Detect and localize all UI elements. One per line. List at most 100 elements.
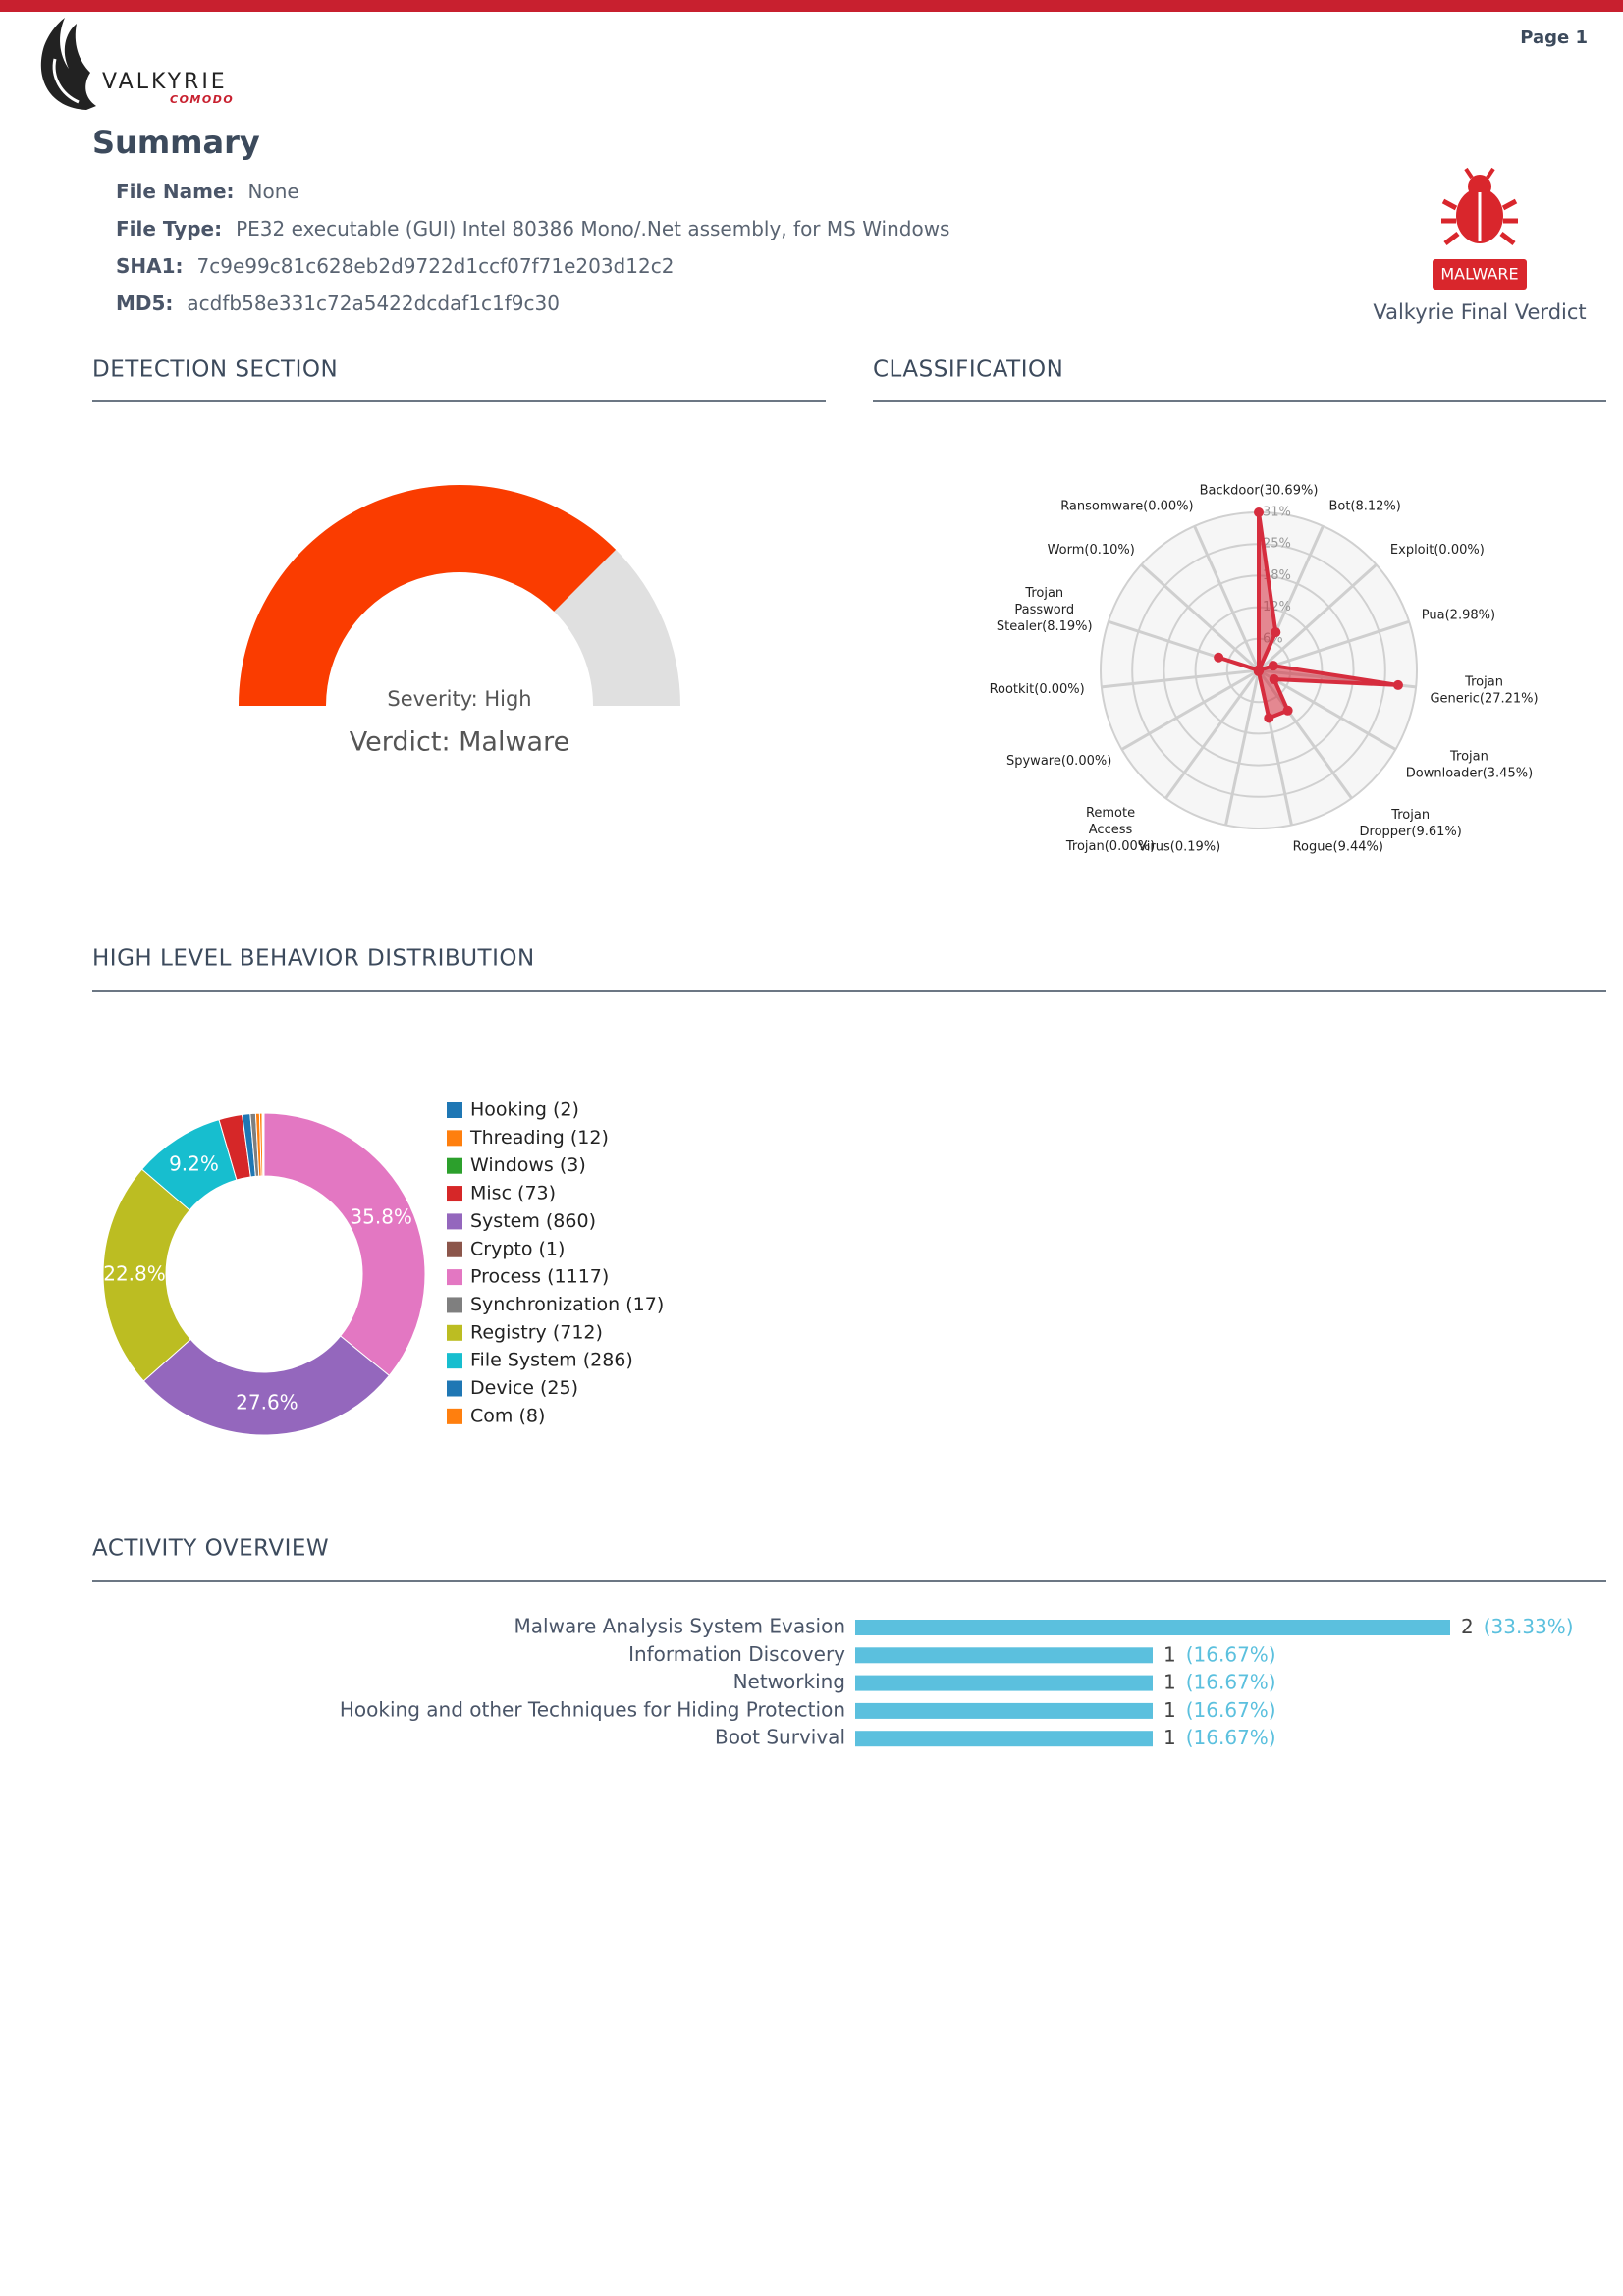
radar-spoke — [1140, 563, 1261, 672]
radar-spoke — [1257, 563, 1378, 672]
logo: VALKYRIE COMODO — [40, 18, 233, 110]
legend-label: Process (1117) — [470, 1266, 609, 1288]
radar-tick-label: 31% — [1263, 506, 1291, 520]
legend-swatch — [447, 1324, 462, 1341]
verdict-badge: MALWARE — [1440, 265, 1518, 284]
legend-swatch — [447, 1213, 462, 1230]
gauge-annotation: Severity: High — [387, 687, 531, 711]
radar-category-label: Worm(0.10%) — [1048, 543, 1135, 558]
bar-value: 1 (16.67%) — [1163, 1642, 1276, 1666]
summary-field: File Type: PE32 executable (GUI) Intel 80… — [116, 217, 949, 240]
legend-label: System (860) — [470, 1210, 596, 1232]
legend-swatch — [447, 1130, 462, 1147]
radar-point — [1392, 679, 1403, 690]
field-value: PE32 executable (GUI) Intel 80386 Mono/.… — [236, 217, 949, 240]
legend-label: Com (8) — [470, 1405, 545, 1426]
radar-spoke — [1101, 668, 1260, 689]
bar-value: 1 (16.67%) — [1163, 1726, 1276, 1749]
bar-share-label: (16.67%) — [1186, 1670, 1276, 1693]
legend-label: Crypto (1) — [470, 1238, 565, 1259]
bar-value-number: 1 — [1163, 1670, 1176, 1693]
bar-value: 2 (33.33%) — [1461, 1615, 1574, 1638]
legend-label: Hooking (2) — [470, 1099, 579, 1121]
section-heading: HIGH LEVEL BEHAVIOR DISTRIBUTION — [92, 946, 535, 972]
field-label: MD5: — [116, 292, 173, 315]
legend-label: Registry (712) — [470, 1321, 603, 1343]
radar-spoke — [1258, 619, 1410, 672]
top-bar — [0, 0, 1623, 12]
radar-point — [1269, 674, 1279, 685]
radar-category-label: Backdoor(30.69%) — [1200, 483, 1319, 498]
radar-tick-label: 25% — [1263, 537, 1291, 552]
summary-field: File Name: None — [116, 180, 299, 203]
legend-swatch — [447, 1241, 462, 1257]
bar — [855, 1731, 1153, 1747]
radar-point — [1282, 705, 1293, 716]
summary-field: MD5: acdfb58e331c72a5422dcdaf1c1f9c30 — [116, 292, 560, 315]
bar — [855, 1675, 1153, 1691]
legend-swatch — [447, 1408, 462, 1424]
radar-category-label: Remote Access Trojan(0.00%) — [1065, 806, 1155, 854]
bar-share-label: (16.67%) — [1186, 1642, 1276, 1666]
summary-fields: File Name: None File Type: PE32 executable … — [116, 180, 949, 315]
radar-category-label: Trojan Downloader(3.45%) — [1406, 749, 1533, 780]
radar-category-label: Exploit(0.00%) — [1390, 543, 1485, 558]
gauge-value — [239, 485, 617, 706]
radar-category-label: Virus(0.19%) — [1138, 839, 1220, 854]
legend-swatch — [447, 1380, 462, 1397]
radar-category-label: Trojan Password Stealer(8.19%) — [997, 586, 1093, 634]
donut-value-label: 9.2% — [169, 1152, 219, 1176]
section-heading: ACTIVITY OVERVIEW — [92, 1536, 329, 1562]
summary-field: SHA1: 7c9e99c81c628eb2d9722d1ccf07f71e203… — [116, 254, 674, 278]
field-value: 7c9e99c81c628eb2d9722d1ccf07f71e203d12c2 — [197, 254, 675, 278]
section-heading: CLASSIFICATION — [873, 357, 1063, 383]
radar-spoke — [1164, 669, 1261, 800]
donut-value-label: 27.6% — [236, 1390, 298, 1414]
radar-category-label: Bot(8.12%) — [1328, 499, 1400, 513]
field-value: None — [248, 180, 299, 203]
radar-category-label: Rootkit(0.00%) — [990, 682, 1085, 697]
legend-swatch — [447, 1157, 462, 1174]
legend-label: File System (286) — [470, 1350, 633, 1371]
radar-point — [1271, 627, 1281, 638]
donut-value-label: 22.8% — [103, 1262, 166, 1286]
radar-point — [1254, 507, 1264, 517]
bar-value: 1 (16.67%) — [1163, 1697, 1276, 1721]
logo-name: VALKYRIE — [102, 70, 228, 94]
bar-value-number: 2 — [1461, 1615, 1474, 1638]
bar — [855, 1702, 1153, 1719]
radar-category-label: Spyware(0.00%) — [1006, 753, 1111, 768]
bar-category-label: Information Discovery — [628, 1642, 845, 1666]
legend-swatch — [447, 1186, 462, 1202]
legend-label: Threading (12) — [469, 1127, 609, 1148]
bar — [855, 1647, 1153, 1664]
radar-point — [1214, 652, 1224, 663]
verdict-caption: Valkyrie Final Verdict — [1373, 300, 1586, 324]
donut-slice — [102, 1168, 191, 1382]
legend-swatch — [447, 1353, 462, 1369]
radar-point — [1268, 661, 1278, 671]
radar-spoke — [1258, 668, 1397, 751]
bar-share-label: (16.67%) — [1186, 1726, 1276, 1749]
field-label: File Type: — [116, 217, 222, 240]
legend-swatch — [447, 1269, 462, 1286]
bar-value-number: 1 — [1163, 1642, 1176, 1666]
bar-value-number: 1 — [1163, 1697, 1176, 1721]
field-label: SHA1: — [116, 254, 184, 278]
legend-label: Synchronization (17) — [470, 1294, 664, 1315]
bar — [855, 1620, 1450, 1635]
radar-category-label: Ransomware(0.00%) — [1060, 499, 1193, 513]
bar-category-label: Networking — [733, 1670, 845, 1693]
verdict-badge-bg — [1433, 259, 1527, 290]
legend-label: Device (25) — [470, 1377, 578, 1399]
donut-slice — [142, 1335, 391, 1436]
bar-category-label: Malware Analysis System Evasion — [514, 1615, 845, 1638]
field-value: acdfb58e331c72a5422dcdaf1c1f9c30 — [187, 292, 560, 315]
bar-category-label: Boot Survival — [715, 1726, 845, 1749]
radar-category-label: Pua(2.98%) — [1422, 608, 1495, 622]
bar-share-label: (33.33%) — [1484, 1615, 1574, 1638]
field-label: File Name: — [116, 180, 235, 203]
bar-share-label: (16.67%) — [1186, 1697, 1276, 1721]
